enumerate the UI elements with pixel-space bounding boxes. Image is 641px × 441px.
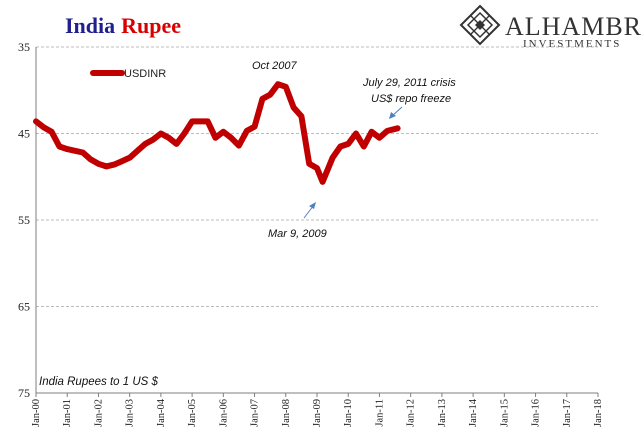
x-tick-label: Jan-06 [218,399,229,427]
y-axis-ticks: 35 45 55 65 75 [18,40,30,400]
y-tick-label: 75 [18,386,30,400]
x-tick-label: Jan-16 [531,399,542,427]
x-tick-label: Jan-15 [499,399,510,427]
chart-title-part1: India [65,13,115,38]
x-tick-label: Jan-18 [593,399,604,427]
annotation-mar-2009: Mar 9, 2009 [268,228,327,240]
x-tick-label: Jan-04 [156,398,167,427]
x-tick-label: Jan-14 [468,398,479,427]
x-tick-label: Jan-02 [93,399,104,427]
y-tick-label: 55 [18,213,30,227]
unit-note: India Rupees to 1 US $ [39,376,159,388]
x-tick-label: Jan-10 [343,399,354,427]
series-line-usdinr [33,81,401,185]
x-tick-label: Jan-17 [562,399,573,427]
x-tick-label: Jan-08 [281,399,292,427]
x-axis-ticks: Jan-00 Jan-01 Jan-02 Jan-03 Jan-04 Jan-05 Jan-… [31,393,604,427]
y-tick-label: 65 [18,300,30,314]
x-tick-label: Jan-01 [62,399,73,427]
x-tick-label: Jan-09 [312,399,323,427]
annotation-arrowhead-mar-2009 [309,202,316,209]
diamond-lattice-logo-icon [459,4,501,46]
x-tick-label: Jan-07 [250,399,261,427]
chart-title: India Rupee [65,13,181,38]
x-tick-label: Jan-11 [374,399,385,427]
annotation-july-2011-line2: US$ repo freeze [371,93,451,105]
legend-label: USDINR [124,68,166,80]
y-tick-label: 45 [18,127,30,141]
x-tick-label: Jan-13 [437,399,448,427]
gridlines [36,46,598,307]
annotation-arrowhead-july-2011 [389,112,396,119]
annotation-july-2011-line1: July 29, 2011 crisis [362,77,456,89]
x-tick-label: Jan-05 [187,399,198,427]
x-tick-label: Jan-12 [406,399,417,427]
brand-name: ALHAMBRA [505,12,641,41]
chart-title-part2: Rupee [121,13,181,38]
brand-subtitle: INVESTMENTS [523,38,621,50]
annotations: Oct 2007 Mar 9, 2009 July 29, 2011 crisi… [252,60,456,240]
x-tick-label: Jan-00 [31,399,42,427]
y-tick-label: 35 [18,40,30,54]
annotation-oct-2007: Oct 2007 [252,60,298,72]
x-tick-label: Jan-03 [125,399,136,427]
legend: USDINR [90,68,166,80]
